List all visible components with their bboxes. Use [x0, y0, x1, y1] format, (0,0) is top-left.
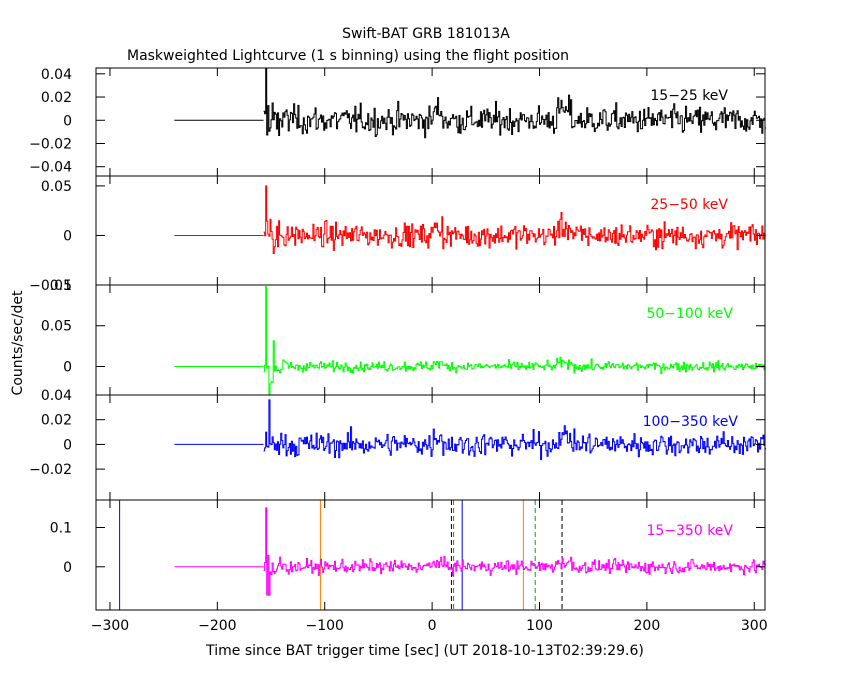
x-tick-label: −100: [306, 618, 344, 634]
x-tick-label: 100: [526, 618, 553, 634]
x-tick-label: −300: [91, 618, 129, 634]
panel-15-350-kev: 0.1 0 15−350 keV: [50, 499, 767, 611]
lightcurve-series: [263, 507, 767, 596]
band-label: 100−350 keV: [643, 414, 739, 430]
x-tick-label: 200: [634, 618, 661, 634]
y-tick-label: −0.02: [29, 462, 72, 478]
lightcurve-series: [263, 185, 767, 254]
chart-title: Swift-BAT GRB 181013A: [342, 26, 510, 42]
x-axis-label: Time since BAT trigger time [sec] (UT 20…: [205, 643, 644, 659]
y-tick-label: 0.05: [41, 179, 72, 195]
y-tick-label: 0.1: [50, 521, 72, 537]
panel-100-350-kev: 0.04 0.02 0 −0.02 100−350 keV: [29, 388, 767, 501]
x-tick-label: −200: [198, 618, 236, 634]
y-tick-label: 0.04: [41, 388, 72, 404]
x-tick-label: 0: [428, 618, 437, 634]
band-label: 50−100 keV: [646, 306, 733, 322]
band-label: 15−25 keV: [650, 88, 728, 104]
y-tick-label: −0.05: [29, 278, 72, 294]
y-tick-label: 0: [63, 113, 72, 129]
panel-frame: [95, 284, 766, 396]
panels-group: 0.04 0.02 0 −0.02 −0.04 15−25 keV 0.05 0 −0.05 25…: [29, 67, 767, 611]
y-tick-label: −0.02: [29, 136, 72, 152]
y-axis-label: Counts/sec/det: [10, 290, 26, 395]
y-tick-label: 0.1: [50, 278, 72, 294]
band-label: 15−350 keV: [646, 523, 733, 539]
lightcurve-series: [263, 68, 767, 139]
y-tick-label: 0: [63, 437, 72, 453]
panel-15-25-kev: 0.04 0.02 0 −0.02 −0.04 15−25 keV: [29, 67, 767, 177]
lightcurve-series: [263, 286, 767, 395]
y-tick-label: 0: [63, 359, 72, 375]
y-tick-label: −0.04: [29, 160, 72, 176]
panel-25-50-kev: 0.05 0 −0.05 25−50 keV: [29, 175, 767, 294]
y-tick-label: 0: [63, 228, 72, 244]
x-tick-label: 300: [741, 618, 768, 634]
panel-frame: [95, 499, 766, 611]
x-axis-ticks: −300 −200 −100 0 100 200 300: [91, 618, 768, 634]
y-tick-label: 0.04: [41, 67, 72, 83]
lightcurve-series: [263, 399, 767, 461]
y-tick-label: 0.02: [41, 90, 72, 106]
chart-subtitle: Maskweighted Lightcurve (1 s binning) us…: [127, 48, 569, 64]
panel-50-100-kev: 0.1 0.05 0 50−100 keV: [41, 278, 767, 396]
band-label: 25−50 keV: [650, 197, 728, 213]
y-tick-label: 0.02: [41, 413, 72, 429]
y-tick-label: 0.05: [41, 319, 72, 335]
y-tick-label: 0: [63, 560, 72, 576]
